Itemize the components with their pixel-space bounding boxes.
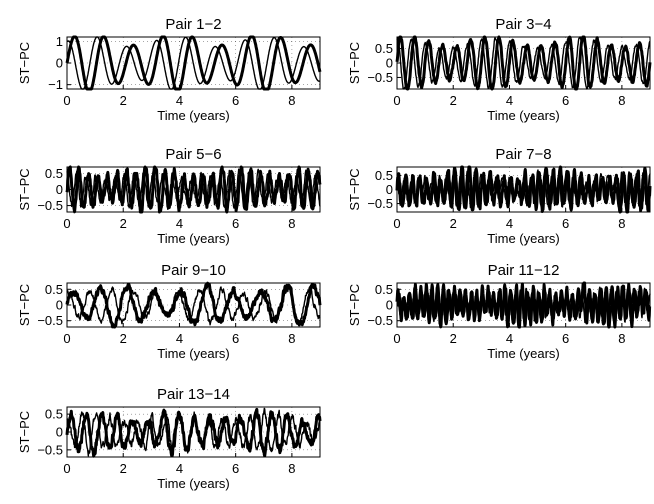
x-tick-label: 4 bbox=[176, 93, 183, 108]
y-tick-label: −0.5 bbox=[367, 313, 393, 328]
x-tick-label: 0 bbox=[63, 331, 70, 346]
x-tick-label: 6 bbox=[232, 331, 239, 346]
y-tick-label: 0 bbox=[56, 425, 63, 440]
x-tick-label: 0 bbox=[63, 216, 70, 231]
x-tick-label: 4 bbox=[176, 216, 183, 231]
x-tick-label: 2 bbox=[120, 93, 127, 108]
series-line-2 bbox=[396, 285, 651, 327]
x-tick-label: 6 bbox=[232, 93, 239, 108]
x-tick-label: 2 bbox=[120, 216, 127, 231]
x-axis-label: Time (years) bbox=[487, 108, 559, 123]
y-axis-label: ST−PC bbox=[17, 42, 32, 84]
y-tick-label: −0.5 bbox=[37, 198, 63, 213]
x-axis-label: Time (years) bbox=[157, 476, 229, 491]
y-tick-label: 0.5 bbox=[375, 168, 393, 183]
y-tick-label: 0 bbox=[56, 298, 63, 313]
x-tick-label: 0 bbox=[393, 216, 400, 231]
y-axis-label: ST−PC bbox=[17, 168, 32, 210]
x-axis-label: Time (years) bbox=[487, 231, 559, 246]
y-tick-label: −0.5 bbox=[367, 70, 393, 85]
series-line-1 bbox=[395, 165, 652, 214]
series-line-2 bbox=[66, 407, 321, 457]
x-tick-label: 4 bbox=[176, 331, 183, 346]
y-tick-label: −0.5 bbox=[367, 196, 393, 211]
chart-title: Pair 5−6 bbox=[165, 146, 221, 163]
x-tick-label: 0 bbox=[63, 93, 70, 108]
x-tick-label: 4 bbox=[176, 461, 183, 476]
x-tick-label: 4 bbox=[506, 93, 513, 108]
x-tick-label: 6 bbox=[232, 461, 239, 476]
x-tick-label: 8 bbox=[618, 93, 625, 108]
x-tick-label: 2 bbox=[120, 461, 127, 476]
x-tick-label: 2 bbox=[120, 331, 127, 346]
x-axis-label: Time (years) bbox=[157, 231, 229, 246]
x-tick-label: 0 bbox=[393, 93, 400, 108]
x-tick-label: 6 bbox=[562, 331, 569, 346]
series-line-1 bbox=[65, 35, 322, 91]
x-tick-label: 4 bbox=[506, 216, 513, 231]
chart-title: Pair 13−14 bbox=[157, 386, 230, 403]
series-line-2 bbox=[396, 168, 651, 209]
y-tick-label: 0 bbox=[56, 182, 63, 197]
x-axis-label: Time (years) bbox=[157, 108, 229, 123]
x-tick-label: 2 bbox=[450, 216, 457, 231]
y-tick-label: 0.5 bbox=[45, 282, 63, 297]
y-tick-label: 1 bbox=[56, 34, 63, 49]
y-tick-label: 0 bbox=[386, 298, 393, 313]
series-line-1 bbox=[395, 35, 652, 91]
y-tick-label: 0 bbox=[386, 182, 393, 197]
y-axis-label: ST−PC bbox=[347, 42, 362, 84]
y-tick-label: −0.5 bbox=[37, 442, 63, 457]
x-tick-label: 8 bbox=[288, 93, 295, 108]
chart-title: Pair 3−4 bbox=[495, 16, 551, 33]
chart-title: Pair 11−12 bbox=[488, 262, 560, 279]
y-axis-label: ST−PC bbox=[17, 284, 32, 326]
y-axis-label: ST−PC bbox=[347, 284, 362, 326]
x-tick-label: 8 bbox=[288, 216, 295, 231]
y-tick-label: −1 bbox=[48, 77, 63, 92]
x-tick-label: 0 bbox=[393, 331, 400, 346]
x-tick-label: 2 bbox=[450, 331, 457, 346]
x-tick-label: 0 bbox=[63, 461, 70, 476]
chart-title: Pair 7−8 bbox=[495, 146, 551, 163]
y-axis-label: ST−PC bbox=[347, 168, 362, 210]
y-tick-label: −0.5 bbox=[37, 313, 63, 328]
chart-title: Pair 9−10 bbox=[161, 262, 226, 279]
x-tick-label: 8 bbox=[618, 216, 625, 231]
x-axis-label: Time (years) bbox=[487, 346, 559, 361]
x-tick-label: 4 bbox=[506, 331, 513, 346]
y-tick-label: 0.5 bbox=[375, 282, 393, 297]
x-tick-label: 8 bbox=[288, 331, 295, 346]
y-tick-label: 0.5 bbox=[375, 41, 393, 56]
x-tick-label: 6 bbox=[232, 216, 239, 231]
x-axis-label: Time (years) bbox=[157, 346, 229, 361]
series-line-2 bbox=[66, 168, 321, 210]
y-tick-label: 0.5 bbox=[45, 407, 63, 422]
y-tick-label: 0.5 bbox=[45, 166, 63, 181]
x-tick-label: 8 bbox=[288, 461, 295, 476]
x-tick-label: 8 bbox=[618, 331, 625, 346]
chart-title: Pair 1−2 bbox=[165, 16, 221, 33]
y-tick-label: 0 bbox=[56, 56, 63, 71]
y-tick-label: 0 bbox=[386, 56, 393, 71]
series-line-2 bbox=[396, 36, 651, 90]
x-tick-label: 6 bbox=[562, 216, 569, 231]
series-line-2 bbox=[66, 36, 321, 90]
x-tick-label: 6 bbox=[562, 93, 569, 108]
series-line-2 bbox=[66, 285, 321, 327]
y-axis-label: ST−PC bbox=[17, 411, 32, 453]
x-tick-label: 2 bbox=[450, 93, 457, 108]
